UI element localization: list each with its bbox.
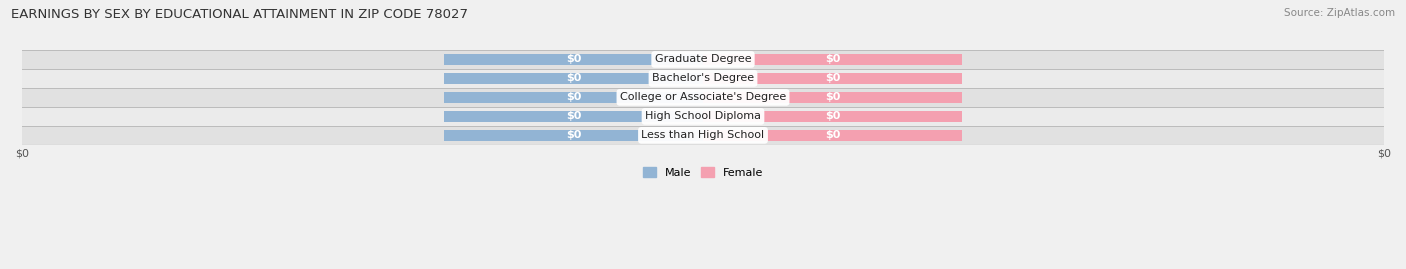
Bar (444, 130, 703, 141)
Bar (703, 92, 962, 102)
Bar (444, 92, 703, 102)
Text: Graduate Degree: Graduate Degree (655, 54, 751, 65)
Bar (703, 111, 962, 122)
Legend: Male, Female: Male, Female (638, 162, 768, 182)
Bar (703, 73, 962, 84)
Text: $0: $0 (567, 92, 581, 102)
Bar (22, 50, 1384, 69)
Bar (444, 73, 703, 84)
Text: College or Associate's Degree: College or Associate's Degree (620, 92, 786, 102)
Bar (703, 54, 962, 65)
Bar (22, 107, 1384, 126)
Bar (444, 111, 703, 122)
Text: $0: $0 (825, 73, 839, 83)
Text: $0: $0 (567, 73, 581, 83)
Text: $0: $0 (567, 111, 581, 121)
Text: $0: $0 (825, 54, 839, 65)
Bar (22, 69, 1384, 88)
Bar (22, 126, 1384, 145)
Text: $0: $0 (825, 130, 839, 140)
Text: $0: $0 (825, 92, 839, 102)
Text: Bachelor's Degree: Bachelor's Degree (652, 73, 754, 83)
Text: $0: $0 (567, 130, 581, 140)
Text: EARNINGS BY SEX BY EDUCATIONAL ATTAINMENT IN ZIP CODE 78027: EARNINGS BY SEX BY EDUCATIONAL ATTAINMEN… (11, 8, 468, 21)
Bar (703, 130, 962, 141)
Bar (444, 54, 703, 65)
Text: Source: ZipAtlas.com: Source: ZipAtlas.com (1284, 8, 1395, 18)
Text: Less than High School: Less than High School (641, 130, 765, 140)
Text: High School Diploma: High School Diploma (645, 111, 761, 121)
Bar (22, 88, 1384, 107)
Text: $0: $0 (825, 111, 839, 121)
Text: $0: $0 (567, 54, 581, 65)
